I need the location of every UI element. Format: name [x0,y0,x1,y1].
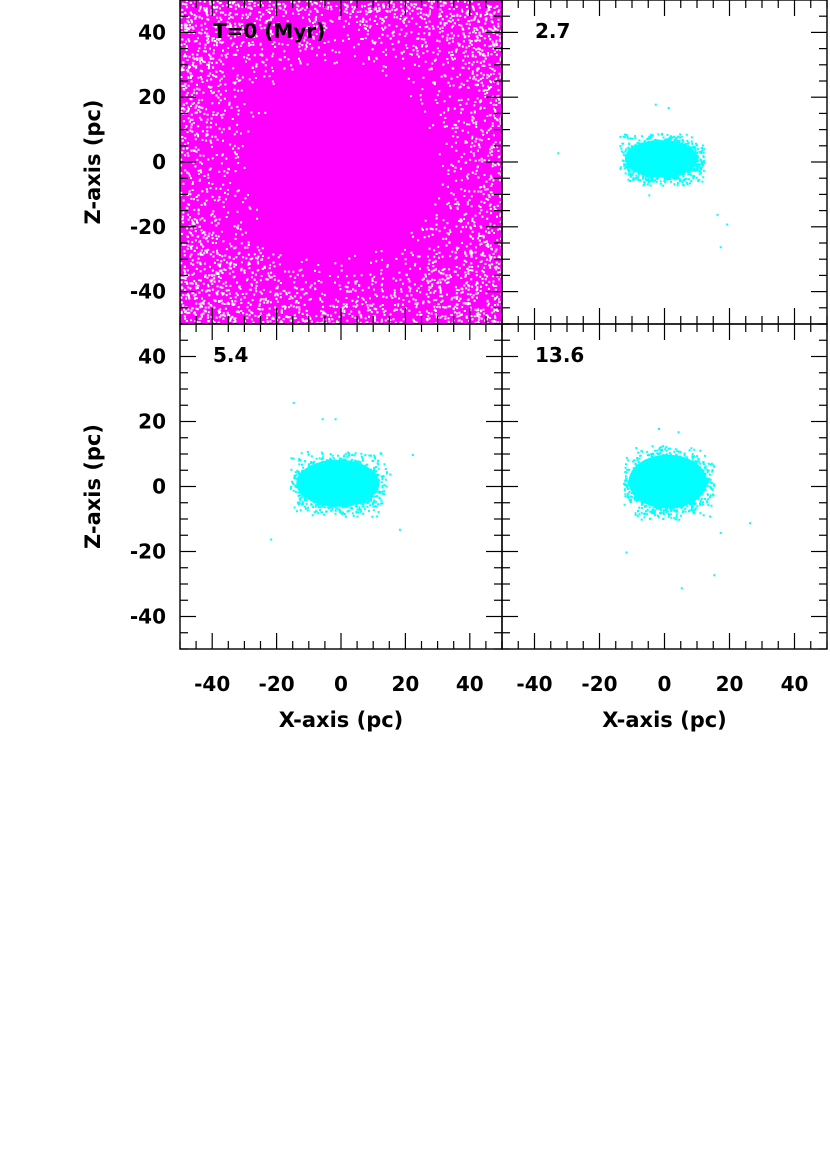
outlier-point [654,103,657,106]
y-tick-label: -20 [130,215,166,239]
outlier-point [625,551,628,554]
outlier-point [334,418,337,421]
outlier-point [716,213,719,216]
y-tick-label: 0 [152,150,166,174]
y-tick-label: 40 [138,20,166,44]
x-tick-label: 0 [658,672,672,696]
panel-4: 13.6 -40 -20 0 20 40 X-axis (pc) [501,323,828,732]
x-tick-label: 40 [456,672,484,696]
y-axis-title: Z-axis (pc) [81,100,105,225]
cloud-gaps [180,0,502,324]
y-tick-label: 0 [152,475,166,499]
x-axis-title: X-axis (pc) [602,708,727,732]
y-tick-label: -20 [130,540,166,564]
y-axis-title: Z-axis (pc) [81,424,105,549]
panel-time-label: T=0 (Myr) [213,19,325,43]
x-tick-label: -40 [194,672,230,696]
cluster-points [289,451,388,518]
scatter-points [557,103,729,249]
x-tick-label: -20 [581,672,617,696]
outlier-point [389,473,392,476]
x-tick-label: 0 [334,672,348,696]
cluster-points [622,445,716,521]
x-tick-label: 20 [716,672,744,696]
y-tick-label: -40 [130,605,166,629]
outlier-point [677,431,680,434]
cluster-points [619,132,706,187]
x-tick-label: -40 [516,672,552,696]
cloud-gap-marks [180,0,502,324]
outlier-point [749,522,751,525]
outlier-point [379,502,382,505]
panel-1: T=0 (Myr) -40 -20 0 20 40 Z-axis (pc) [81,0,503,325]
outlier-point [719,532,722,534]
outlier-point [398,528,401,531]
y-tick-label: 40 [138,345,166,369]
panel-time-label: 5.4 [213,343,248,367]
outlier-point [292,402,295,404]
tick-marks [501,323,828,650]
panel-3: 5.4 -40 -20 0 20 40 Z-axis (pc) -40 -20 0 20 40 X-ax… [81,323,503,732]
outlier-point [411,454,414,456]
outlier-point [680,587,683,590]
scatter-points [622,428,751,590]
outlier-point [321,418,324,421]
panel-time-label: 2.7 [535,19,570,43]
panels-group: T=0 (Myr) -40 -20 0 20 40 Z-axis (pc) 2.7 5.4 -40… [81,0,828,732]
outlier-point [270,538,273,541]
outlier-point [726,223,729,226]
scatter-points [180,0,502,324]
y-tick-label: 20 [138,85,166,109]
y-tick-label: -40 [130,280,166,304]
outlier-point [557,152,560,155]
scatter-points [270,402,414,541]
outlier-point [667,106,670,109]
panel-2: 2.7 [501,0,828,325]
y-tick-label: 20 [138,410,166,434]
outlier-point [713,574,716,577]
x-axis-title: X-axis (pc) [279,708,404,732]
x-tick-label: -20 [259,672,295,696]
panel-time-label: 13.6 [535,343,584,367]
outlier-point [719,246,722,249]
tick-marks [179,323,503,650]
x-tick-label: 20 [391,672,419,696]
outlier-point [658,428,660,430]
x-tick-label: 40 [781,672,809,696]
outlier-point [648,194,651,197]
